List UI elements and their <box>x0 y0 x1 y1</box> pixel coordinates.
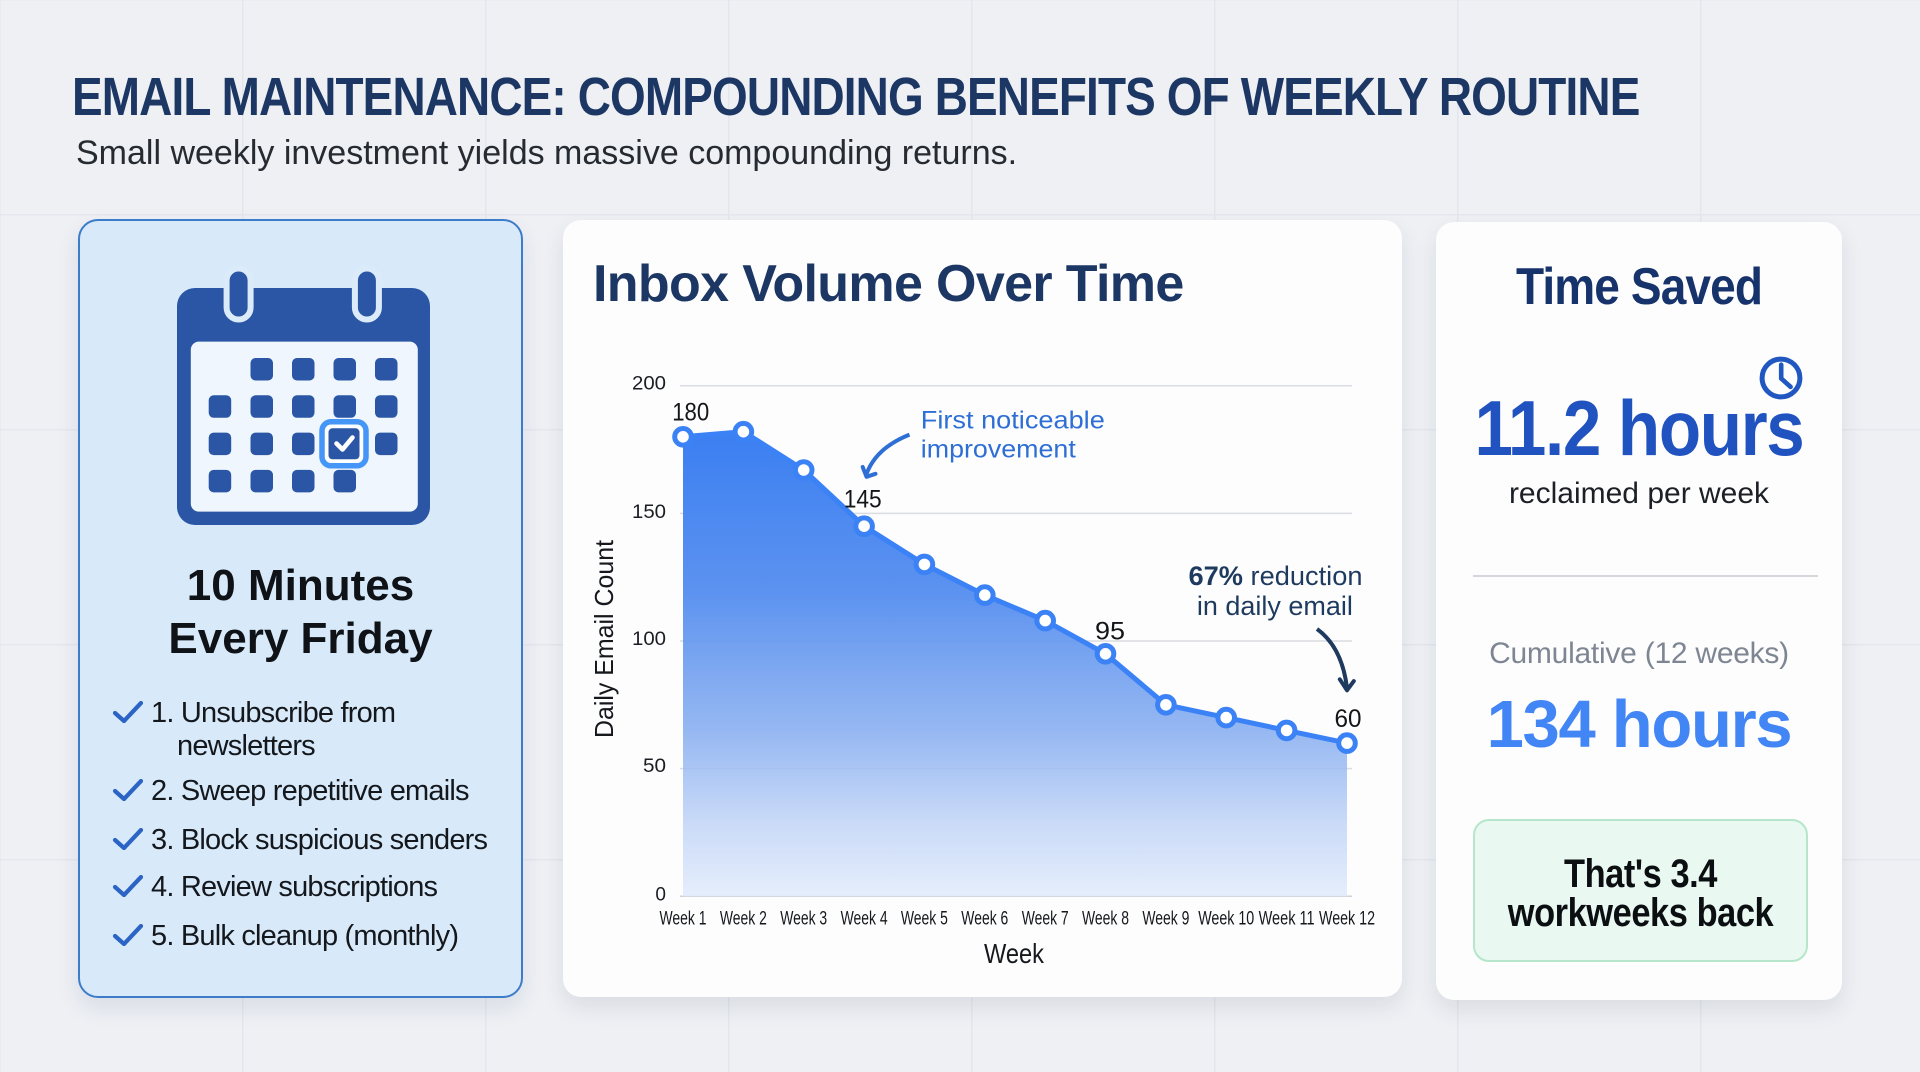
svg-text:95: 95 <box>1095 618 1125 646</box>
svg-text:Week: Week <box>984 938 1045 969</box>
svg-text:Daily Email Count: Daily Email Count <box>589 539 619 738</box>
svg-text:Week 11: Week 11 <box>1259 909 1315 930</box>
svg-text:200: 200 <box>632 374 666 395</box>
svg-text:50: 50 <box>643 756 666 777</box>
svg-text:0: 0 <box>655 885 666 906</box>
svg-text:Week 10: Week 10 <box>1198 909 1254 930</box>
svg-text:145: 145 <box>844 486 882 514</box>
svg-text:Week 6: Week 6 <box>961 909 1008 930</box>
svg-text:Week 8: Week 8 <box>1082 909 1129 930</box>
svg-text:180: 180 <box>672 399 709 427</box>
svg-text:Week 1: Week 1 <box>660 909 707 930</box>
svg-text:improvement: improvement <box>921 436 1076 464</box>
svg-text:Week 12: Week 12 <box>1319 909 1375 930</box>
svg-text:in daily email: in daily email <box>1197 591 1353 621</box>
svg-text:Week 2: Week 2 <box>720 909 767 930</box>
svg-text:100: 100 <box>632 629 666 650</box>
svg-text:60: 60 <box>1335 705 1362 733</box>
svg-text:Week 3: Week 3 <box>780 909 827 930</box>
svg-text:Week 9: Week 9 <box>1142 909 1189 930</box>
svg-text:Week 7: Week 7 <box>1022 909 1069 930</box>
svg-text:67% reduction: 67% reduction <box>1189 561 1363 591</box>
svg-text:First noticeable: First noticeable <box>921 407 1105 435</box>
svg-text:Week 4: Week 4 <box>841 909 888 930</box>
svg-text:150: 150 <box>632 502 666 523</box>
svg-text:Week 5: Week 5 <box>901 909 948 930</box>
